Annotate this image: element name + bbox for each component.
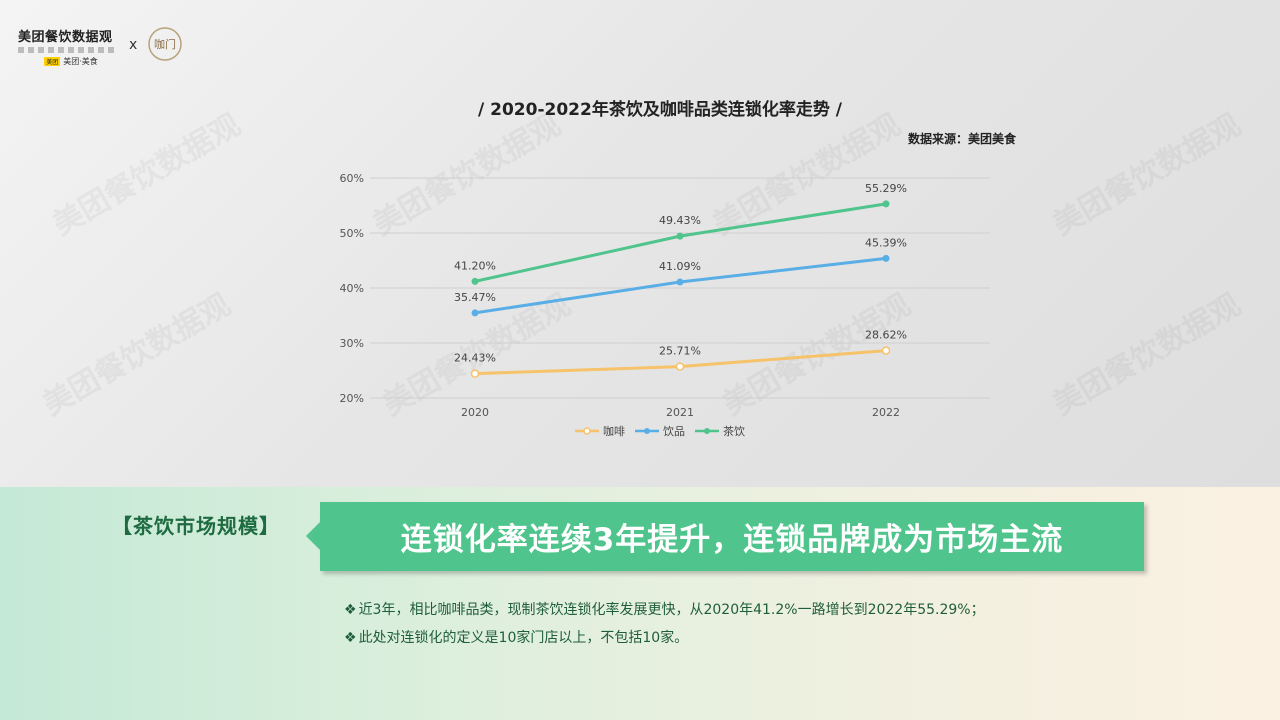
y-tick-label: 40% bbox=[340, 282, 364, 295]
data-label: 35.47% bbox=[454, 291, 496, 304]
legend-label: 咖啡 bbox=[603, 424, 625, 438]
partner-badge-logo: 咖门 bbox=[148, 27, 182, 61]
legend-marker bbox=[583, 427, 591, 435]
legend-marker bbox=[704, 428, 710, 434]
data-point bbox=[471, 277, 479, 285]
headline-arrow bbox=[306, 522, 320, 550]
y-tick-label: 30% bbox=[340, 337, 364, 350]
legend-label: 茶饮 bbox=[723, 425, 745, 438]
data-point bbox=[471, 309, 479, 317]
bullet-1: ❖ 近3年，相比咖啡品类，现制茶饮连锁化率发展更快，从2020年41.2%一路增长… bbox=[344, 599, 985, 619]
x-tick-label: 2020 bbox=[461, 406, 489, 419]
watermark: 美团餐饮数据观 bbox=[47, 107, 247, 243]
data-label: 25.71% bbox=[659, 345, 701, 358]
logo-subtitle-line bbox=[18, 47, 118, 53]
data-label: 49.43% bbox=[659, 214, 701, 227]
data-label: 24.43% bbox=[454, 352, 496, 365]
logo-title: 美团餐饮数据观 bbox=[18, 30, 113, 45]
x-tick-label: 2022 bbox=[872, 406, 900, 419]
data-label: 55.29% bbox=[865, 182, 907, 195]
logo-brand-text: 美团·美食 bbox=[63, 57, 98, 66]
headline-text: 连锁化率连续3年提升，连锁品牌成为市场主流 bbox=[400, 522, 1064, 558]
bullet-symbol: ❖ bbox=[344, 602, 357, 618]
data-label: 45.39% bbox=[865, 236, 907, 249]
partner-badge-text: 咖门 bbox=[154, 37, 176, 51]
data-source: 数据来源：美团美食 bbox=[908, 132, 1017, 146]
data-point bbox=[676, 278, 684, 286]
logo-brand-tag: 美团 bbox=[44, 57, 61, 66]
legend-label: 饮品 bbox=[663, 425, 685, 438]
watermark: 美团餐饮数据观 bbox=[1047, 287, 1247, 423]
data-label: 28.62% bbox=[865, 329, 907, 342]
data-point bbox=[882, 254, 890, 262]
data-point bbox=[675, 362, 685, 371]
data-label: 41.20% bbox=[454, 259, 496, 272]
data-point bbox=[470, 369, 480, 378]
meituan-logo: 美团餐饮数据观 美团 美团·美食 bbox=[18, 26, 124, 66]
chart-title: / 2020-2022年茶饮及咖啡品类连锁化率走势 / bbox=[478, 100, 842, 120]
watermark: 美团餐饮数据观 bbox=[1047, 107, 1247, 243]
bullet-text: 近3年，相比咖啡品类，现制茶饮连锁化率发展更快，从2020年41.2%一路增长到… bbox=[358, 602, 985, 618]
bullet-symbol: ❖ bbox=[344, 630, 357, 646]
y-tick-label: 20% bbox=[340, 392, 364, 405]
bullet-2: ❖ 此处对连锁化的定义是10家门店以上，不包括10家。 bbox=[344, 627, 688, 647]
watermark: 美团餐饮数据观 bbox=[37, 287, 237, 423]
legend-marker bbox=[644, 428, 650, 434]
data-point bbox=[881, 346, 891, 355]
logo-brand: 美团 美团·美食 bbox=[18, 56, 124, 67]
bullet-text: 此处对连锁化的定义是10家门店以上，不包括10家。 bbox=[358, 630, 689, 646]
cross-mark: x bbox=[129, 37, 138, 53]
y-tick-label: 50% bbox=[340, 227, 364, 240]
headline-banner: 连锁化率连续3年提升，连锁品牌成为市场主流 bbox=[306, 502, 1144, 571]
data-point bbox=[882, 200, 890, 208]
y-tick-label: 60% bbox=[340, 172, 364, 185]
section-tag: 【茶饮市场规模】 bbox=[112, 514, 280, 538]
x-tick-label: 2021 bbox=[666, 406, 694, 419]
data-label: 41.09% bbox=[659, 260, 701, 273]
line-chart: 20% 30% 40% 50% 60% 2020 2021 2022 24.43% 25.71% 2… bbox=[340, 172, 990, 438]
data-point bbox=[676, 232, 684, 240]
